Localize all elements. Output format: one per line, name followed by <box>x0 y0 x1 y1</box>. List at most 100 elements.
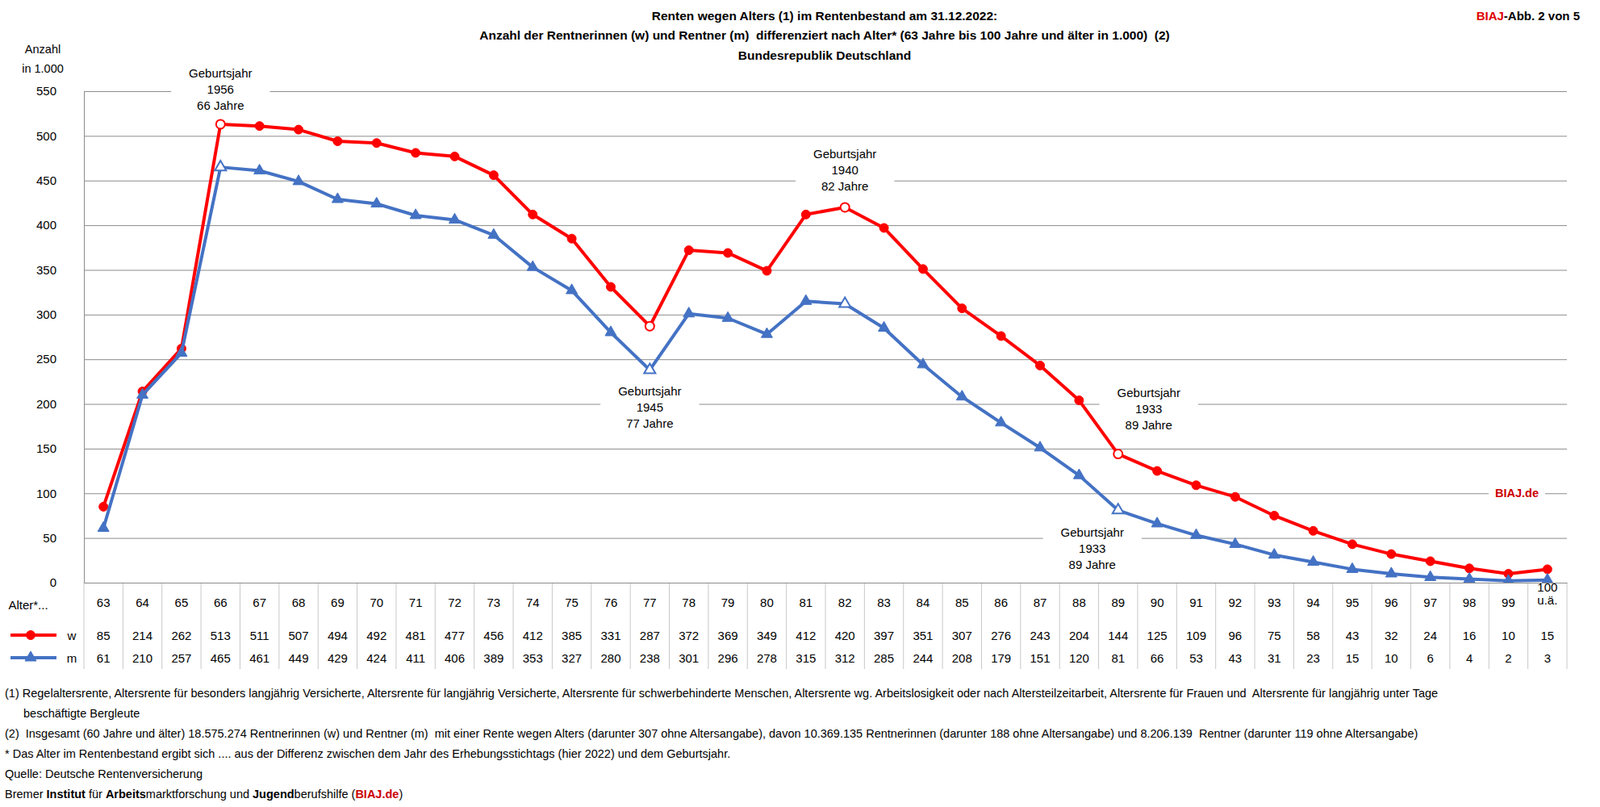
table-value: 351 <box>912 628 933 643</box>
x-tick-label: 68 <box>292 595 306 610</box>
series-marker <box>214 160 226 171</box>
y-tick: 0 <box>50 575 1567 590</box>
x-tick: 73 <box>487 595 502 610</box>
footer-part: für <box>85 787 106 801</box>
x-tick: 77 <box>643 595 657 610</box>
y-tick-label: 50 <box>42 530 57 545</box>
table-value: 262 <box>171 628 192 643</box>
footnotes: (1) Regelaltersrente, Altersrente für be… <box>4 686 1438 801</box>
y-tick: 200 <box>36 396 1567 411</box>
table-value: 369 <box>718 628 739 643</box>
series-marker <box>643 363 656 373</box>
table-value: 477 <box>444 628 465 643</box>
table-separator <box>902 582 904 669</box>
series-marker <box>917 358 929 368</box>
table-separator <box>1176 582 1178 669</box>
y-axis-title: in 1.000 <box>21 62 64 76</box>
series-marker <box>760 327 773 338</box>
table-value: 449 <box>288 651 310 665</box>
table-value: 179 <box>990 651 1011 665</box>
footnote: * Das Alter im Rentenbestand ergibt sich… <box>4 747 731 761</box>
table-separator <box>356 582 358 669</box>
table-value: 6 <box>1427 651 1434 665</box>
y-tick-label: 150 <box>36 441 57 456</box>
series-marker <box>996 331 1006 341</box>
x-tick: 80 <box>760 595 774 610</box>
y-tick: 100 <box>36 486 1567 501</box>
table-separator <box>864 582 865 669</box>
table-value: 312 <box>835 651 856 665</box>
x-tick: 70 <box>369 595 384 610</box>
y-tick: 350 <box>36 263 1567 277</box>
footnote: Quelle: Deutsche Rentenversicherung <box>4 767 203 781</box>
x-tick-label: 76 <box>604 595 619 610</box>
table-value: 10 <box>1501 628 1516 643</box>
series-marker <box>1465 563 1475 573</box>
series-marker <box>956 390 968 401</box>
grid-line <box>83 91 1567 92</box>
x-tick-label: 70 <box>369 595 384 610</box>
annotation-background <box>1099 382 1199 436</box>
table-value: 151 <box>1030 651 1051 665</box>
series-marker <box>1230 492 1240 502</box>
table-separator <box>1410 582 1412 669</box>
table-value: 327 <box>561 651 582 665</box>
footnote: beschäftigte Bergleute <box>23 706 140 720</box>
grid-line <box>83 404 1567 406</box>
grid-line <box>83 135 1567 137</box>
figure-label-part: BIAJ <box>1476 8 1504 23</box>
x-tick-label: 93 <box>1267 595 1282 610</box>
x-tick-label: 71 <box>409 595 423 610</box>
series-marker <box>1113 449 1123 459</box>
series-marker <box>409 208 422 219</box>
table-value: 3 <box>1544 651 1551 665</box>
x-tick: 93 <box>1267 595 1282 610</box>
x-axis-title: Alter*... <box>8 597 48 612</box>
series-marker <box>840 202 850 212</box>
series-marker <box>918 264 928 274</box>
series-marker <box>1191 480 1201 490</box>
y-tick: 150 <box>36 441 1567 456</box>
table-separator <box>1371 582 1373 669</box>
y-tick-label: 550 <box>36 83 57 98</box>
table-separator <box>785 582 787 669</box>
table-value: 238 <box>639 651 661 665</box>
series-marker <box>371 196 383 207</box>
table-value: 420 <box>835 628 856 643</box>
x-tick: 96 <box>1384 595 1399 610</box>
table-value: 4 <box>1466 651 1473 665</box>
series-marker <box>1308 526 1318 535</box>
table-value: 307 <box>952 628 973 643</box>
x-tick: 85 <box>955 595 970 610</box>
x-tick-label: 65 <box>175 595 189 610</box>
annotation: Geburtsjahr <box>618 384 681 398</box>
table-separator <box>825 582 827 669</box>
annotation-background <box>600 380 699 434</box>
x-tick-label: 89 <box>1111 595 1125 610</box>
series-marker <box>1268 548 1280 559</box>
data-table: w852142625135115074944924814774564123853… <box>10 582 1567 669</box>
series-marker <box>97 521 109 531</box>
annotation: Geburtsjahr <box>813 146 877 161</box>
y-tick-label: 100 <box>36 486 57 501</box>
table-value: 315 <box>795 651 816 665</box>
table-value: 276 <box>990 628 1011 643</box>
table-separator <box>122 582 124 669</box>
table-value: 461 <box>249 651 270 665</box>
series-marker <box>800 294 812 305</box>
y-axis-line <box>83 91 85 584</box>
table-separator <box>1566 582 1568 669</box>
series-marker <box>216 119 226 129</box>
table-value: 513 <box>210 628 231 643</box>
y-axis: 050100150200250300350400450500550 <box>36 83 1567 590</box>
series-marker <box>1153 466 1162 476</box>
title: Bundesrepublik Deutschland <box>738 48 911 63</box>
x-tick: 65 <box>175 595 189 610</box>
y-tick: 250 <box>36 351 1567 366</box>
grid-line <box>83 492 1567 494</box>
table-separator <box>1293 582 1295 669</box>
series-marker <box>294 125 304 134</box>
x-tick-label: 69 <box>330 595 345 610</box>
x-tick: 63 <box>96 595 111 610</box>
table-value: 412 <box>795 628 816 643</box>
